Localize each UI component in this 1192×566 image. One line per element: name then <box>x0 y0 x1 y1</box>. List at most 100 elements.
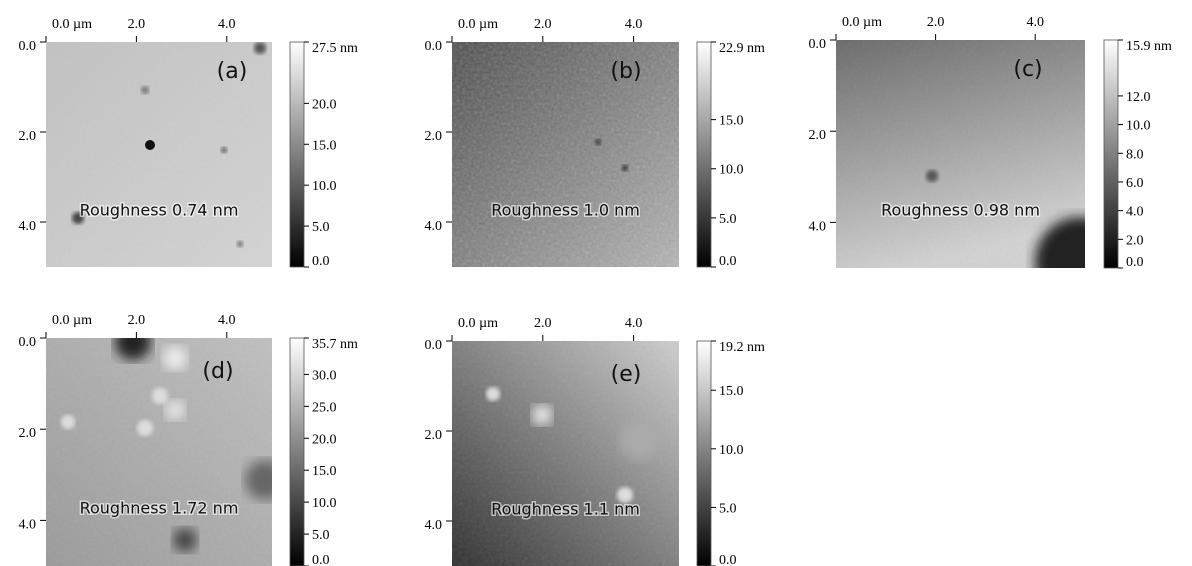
colorbar-label: 0.0 <box>719 254 737 269</box>
afm-feature <box>620 420 660 460</box>
afm-feature <box>163 346 187 370</box>
panel-label: (b) <box>610 59 641 84</box>
afm-panel: 0.0 µm 2.0 4.0 0.0 2.0 4.0 35.7 nm 30.0 25.0 20.0… <box>19 313 359 566</box>
colorbar-label: 15.0 <box>312 138 337 153</box>
afm-feature <box>486 387 500 401</box>
afm-feature <box>173 528 197 552</box>
x-tick-label: 2.0 <box>128 313 146 328</box>
roughness-label: Roughness 1.0 nm <box>491 200 640 219</box>
x-tick-label: 0.0 µm <box>52 17 92 32</box>
afm-feature <box>165 400 185 420</box>
afm-panel: 0.0 µm 2.0 4.0 0.0 2.0 4.0 15.9 nm 12.0 10.0 8.0 6… <box>809 15 1173 307</box>
colorbar <box>697 341 711 566</box>
colorbar-label: 25.0 <box>312 400 337 415</box>
afm-panel: 0.0 µm 2.0 4.0 0.0 2.0 4.0 19.2 nm 15.0 10.0 5.0 0… <box>425 316 766 566</box>
x-tick-label: 4.0 <box>1026 15 1044 30</box>
afm-feature <box>145 140 155 150</box>
colorbar-label: 12.0 <box>1126 90 1151 105</box>
afm-feature <box>137 420 153 436</box>
colorbar-label: 20.0 <box>312 97 337 112</box>
afm-feature <box>152 388 168 404</box>
roughness-label: Roughness 0.74 nm <box>80 200 239 219</box>
afm-feature <box>622 165 628 171</box>
y-tick-label: 0.0 <box>425 338 443 353</box>
colorbar-label: 0.0 <box>312 553 330 566</box>
colorbar-label: 15.9 nm <box>1126 39 1172 54</box>
y-tick-label: 4.0 <box>425 518 443 533</box>
afm-noise <box>46 338 272 566</box>
y-tick-label: 2.0 <box>809 128 827 143</box>
figure: 0.0 µm 2.0 4.0 0.0 2.0 4.0 27.5 nm 20.0 15.0 10.0… <box>0 0 1192 566</box>
colorbar-label: 10.0 <box>1126 119 1151 134</box>
colorbar-label: 5.0 <box>312 528 330 543</box>
y-tick-label: 2.0 <box>19 129 37 144</box>
afm-feature <box>595 139 601 145</box>
roughness-label: Roughness 1.1 nm <box>491 499 640 518</box>
colorbar <box>1104 40 1118 268</box>
y-tick-label: 4.0 <box>19 219 37 234</box>
colorbar-label: 8.0 <box>1126 147 1144 162</box>
colorbar-label: 5.0 <box>719 501 737 516</box>
x-tick-label: 2.0 <box>927 15 945 30</box>
colorbar-label: 6.0 <box>1126 176 1144 191</box>
colorbar-label: 19.2 nm <box>719 340 765 355</box>
x-tick-label: 2.0 <box>534 17 552 32</box>
colorbar-label: 2.0 <box>1126 233 1144 248</box>
x-tick-label: 4.0 <box>218 313 236 328</box>
y-tick-label: 4.0 <box>425 219 443 234</box>
y-tick-label: 2.0 <box>425 129 443 144</box>
afm-feature <box>926 170 938 182</box>
x-tick-label: 0.0 µm <box>52 313 92 328</box>
colorbar <box>290 42 304 267</box>
x-tick-label: 4.0 <box>218 17 236 32</box>
panel-label: (a) <box>217 59 248 84</box>
afm-feature <box>141 86 149 94</box>
colorbar-label: 30.0 <box>312 368 337 383</box>
colorbar-label: 0.0 <box>719 553 737 566</box>
y-tick-label: 4.0 <box>809 219 827 234</box>
colorbar-label: 10.0 <box>719 163 744 178</box>
afm-feature <box>237 241 243 247</box>
afm-noise <box>452 42 679 267</box>
afm-feature <box>254 42 266 54</box>
afm-feature <box>532 405 552 425</box>
colorbar-label: 35.7 nm <box>312 337 358 352</box>
x-tick-label: 0.0 µm <box>458 316 498 331</box>
y-tick-label: 0.0 <box>425 39 443 54</box>
x-tick-label: 2.0 <box>534 316 552 331</box>
x-tick-label: 4.0 <box>625 316 643 331</box>
roughness-label: Roughness 1.72 nm <box>80 499 239 518</box>
panel-label: (d) <box>202 359 233 384</box>
afm-feature <box>221 147 227 153</box>
y-tick-label: 0.0 <box>19 39 37 54</box>
x-tick-label: 2.0 <box>128 17 146 32</box>
colorbar-label: 5.0 <box>719 212 737 227</box>
colorbar-label: 20.0 <box>312 432 337 447</box>
colorbar-label: 5.0 <box>312 220 330 235</box>
colorbar-label: 27.5 nm <box>312 41 358 56</box>
panel-label: (e) <box>611 362 642 387</box>
afm-feature <box>245 460 285 500</box>
y-tick-label: 2.0 <box>425 428 443 443</box>
colorbar-label: 10.0 <box>312 496 337 511</box>
colorbar-label: 0.0 <box>312 254 330 269</box>
x-tick-label: 0.0 µm <box>458 17 498 32</box>
x-tick-label: 0.0 µm <box>842 15 882 30</box>
colorbar-label: 15.0 <box>719 114 744 129</box>
colorbar <box>697 42 711 267</box>
roughness-label: Roughness 0.98 nm <box>881 201 1040 220</box>
y-tick-label: 4.0 <box>19 517 37 532</box>
x-tick-label: 4.0 <box>625 17 643 32</box>
afm-feature <box>115 324 151 360</box>
y-tick-label: 2.0 <box>19 426 37 441</box>
panel-label: (c) <box>1013 57 1042 82</box>
colorbar-label: 15.0 <box>719 384 744 399</box>
y-tick-label: 0.0 <box>809 37 827 52</box>
colorbar-label: 0.0 <box>1126 255 1144 270</box>
colorbar-label: 4.0 <box>1126 205 1144 220</box>
colorbar-label: 10.0 <box>719 443 744 458</box>
y-tick-label: 0.0 <box>19 335 37 350</box>
colorbar <box>290 338 304 566</box>
